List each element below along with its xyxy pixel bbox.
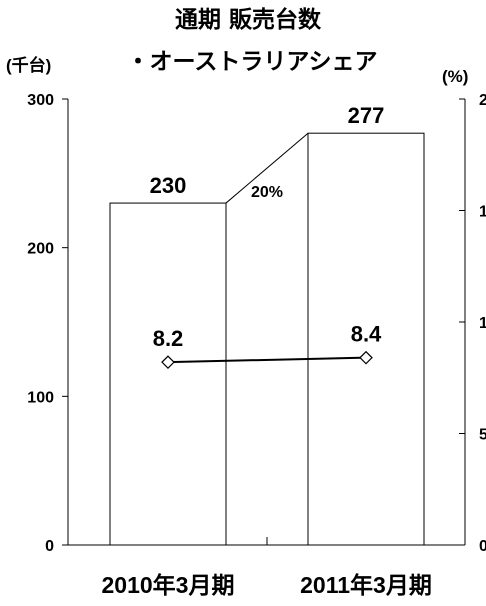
category-labels: 2010年3月期 2011年3月期	[102, 572, 432, 598]
right-axis-ticks: 0 5 10 15 20	[459, 92, 486, 555]
share-line	[167, 356, 367, 364]
growth-label: 20%	[251, 184, 283, 201]
bar-value-label: 277	[348, 103, 385, 128]
bars	[109, 132, 425, 546]
bar-value-label: 230	[150, 173, 187, 198]
share-line-series: 8.2 8.4	[153, 322, 382, 369]
chart-title-line1: 通期 販売台数	[175, 6, 322, 33]
left-tick-label: 300	[27, 92, 54, 109]
category-label: 2011年3月期	[300, 572, 432, 598]
right-tick-label: 10	[479, 315, 486, 332]
bar	[307, 132, 425, 546]
share-point-marker	[161, 355, 175, 369]
growth-connector	[225, 132, 309, 204]
right-tick-label: 5	[479, 427, 486, 444]
right-tick-label: 0	[479, 538, 486, 555]
right-axis-unit: (%)	[442, 67, 468, 86]
left-tick-label: 100	[27, 389, 54, 406]
left-axis-ticks: 0 100 200 300	[27, 92, 268, 555]
left-tick-label: 200	[27, 241, 54, 258]
left-tick-label: 0	[45, 538, 54, 555]
bar-labels: 230 277	[150, 103, 385, 198]
share-value-label: 8.4	[351, 322, 382, 347]
left-axis-unit: (千台)	[6, 55, 51, 75]
right-tick-label: 15	[479, 204, 486, 221]
share-value-label: 8.2	[153, 326, 184, 351]
category-label: 2010年3月期	[102, 572, 235, 598]
right-tick-label: 20	[479, 92, 486, 109]
chart-title-line2: ・オーストラリアシェア	[127, 49, 378, 75]
bar	[109, 202, 227, 546]
share-point-marker	[359, 350, 373, 365]
